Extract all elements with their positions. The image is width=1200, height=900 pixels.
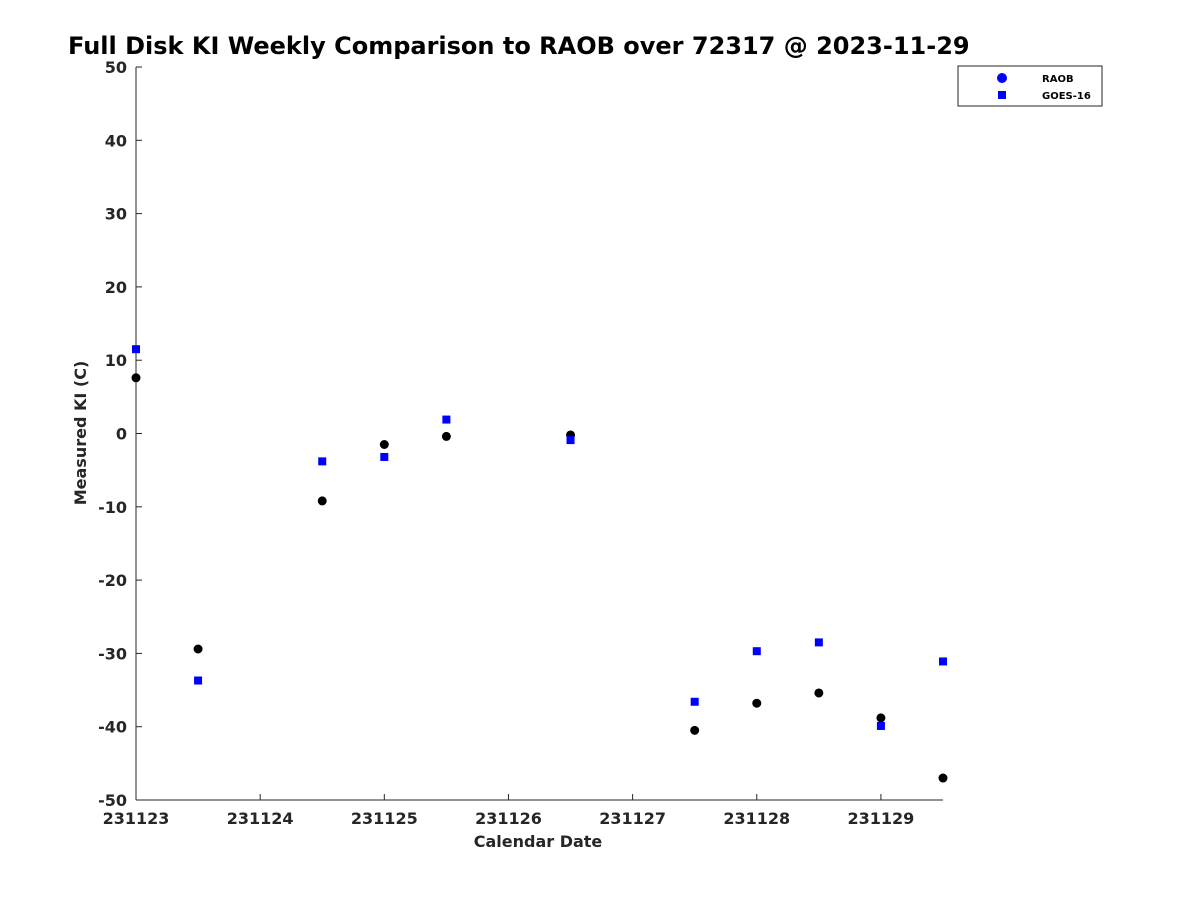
raob-point bbox=[131, 373, 141, 383]
y-tick-label: 30 bbox=[105, 205, 127, 224]
goes16-point bbox=[132, 345, 140, 354]
y-tick-label: -30 bbox=[98, 644, 127, 663]
y-tick-label: -10 bbox=[98, 498, 127, 517]
x-tick-label: 231123 bbox=[103, 809, 170, 828]
y-tick-label: 20 bbox=[105, 278, 127, 297]
legend-label: GOES-16 bbox=[1042, 91, 1091, 102]
y-tick-label: 0 bbox=[116, 425, 127, 444]
chart-title: Full Disk KI Weekly Comparison to RAOB o… bbox=[68, 32, 970, 60]
goes16-point bbox=[814, 638, 823, 647]
goes16-point bbox=[318, 457, 327, 466]
raob-point bbox=[193, 644, 203, 654]
x-tick-label: 231127 bbox=[599, 809, 666, 828]
y-tick-label: 50 bbox=[105, 58, 127, 77]
raob-point bbox=[690, 725, 700, 735]
legend-box bbox=[957, 65, 1103, 107]
goes16-point bbox=[690, 697, 699, 706]
raob-point bbox=[441, 431, 451, 441]
y-tick-label: -40 bbox=[98, 718, 127, 737]
goes16-point bbox=[752, 647, 761, 656]
y-tick-label: 10 bbox=[105, 351, 127, 370]
raob-point bbox=[317, 496, 327, 506]
goes16-point bbox=[939, 657, 947, 666]
y-ticks: -50 -40 -30 -20 -10 0 10 20 30 40 50 bbox=[98, 58, 142, 810]
y-tick-label: -50 bbox=[98, 791, 127, 810]
x-tick-label: 231128 bbox=[723, 809, 790, 828]
x-ticks: 231123 231124 231125 231126 231127 231128 2311… bbox=[103, 794, 915, 828]
legend: RAOB GOES-16 bbox=[957, 65, 1103, 107]
x-tick-label: 231124 bbox=[227, 809, 294, 828]
goes16-point bbox=[380, 452, 389, 461]
y-tick-label: -20 bbox=[98, 571, 127, 590]
legend-goes16-marker bbox=[998, 91, 1006, 99]
goes16-point bbox=[194, 676, 203, 685]
goes16-point bbox=[566, 436, 575, 445]
raob-point bbox=[938, 773, 948, 783]
raob-point bbox=[752, 698, 762, 708]
raob-point bbox=[814, 688, 824, 698]
data-points bbox=[131, 345, 948, 783]
x-axis-label: Calendar Date bbox=[474, 832, 603, 851]
x-tick-label: 231129 bbox=[848, 809, 915, 828]
y-tick-label: 40 bbox=[105, 131, 127, 150]
raob-point bbox=[876, 713, 886, 723]
x-tick-label: 231125 bbox=[351, 809, 418, 828]
goes16-point bbox=[442, 415, 451, 424]
x-tick-label: 231126 bbox=[475, 809, 542, 828]
raob-point bbox=[379, 439, 389, 449]
legend-raob-marker bbox=[997, 73, 1007, 83]
y-axis-label: Measured KI (C) bbox=[71, 361, 90, 506]
legend-label: RAOB bbox=[1042, 74, 1074, 85]
goes16-point bbox=[876, 721, 885, 730]
